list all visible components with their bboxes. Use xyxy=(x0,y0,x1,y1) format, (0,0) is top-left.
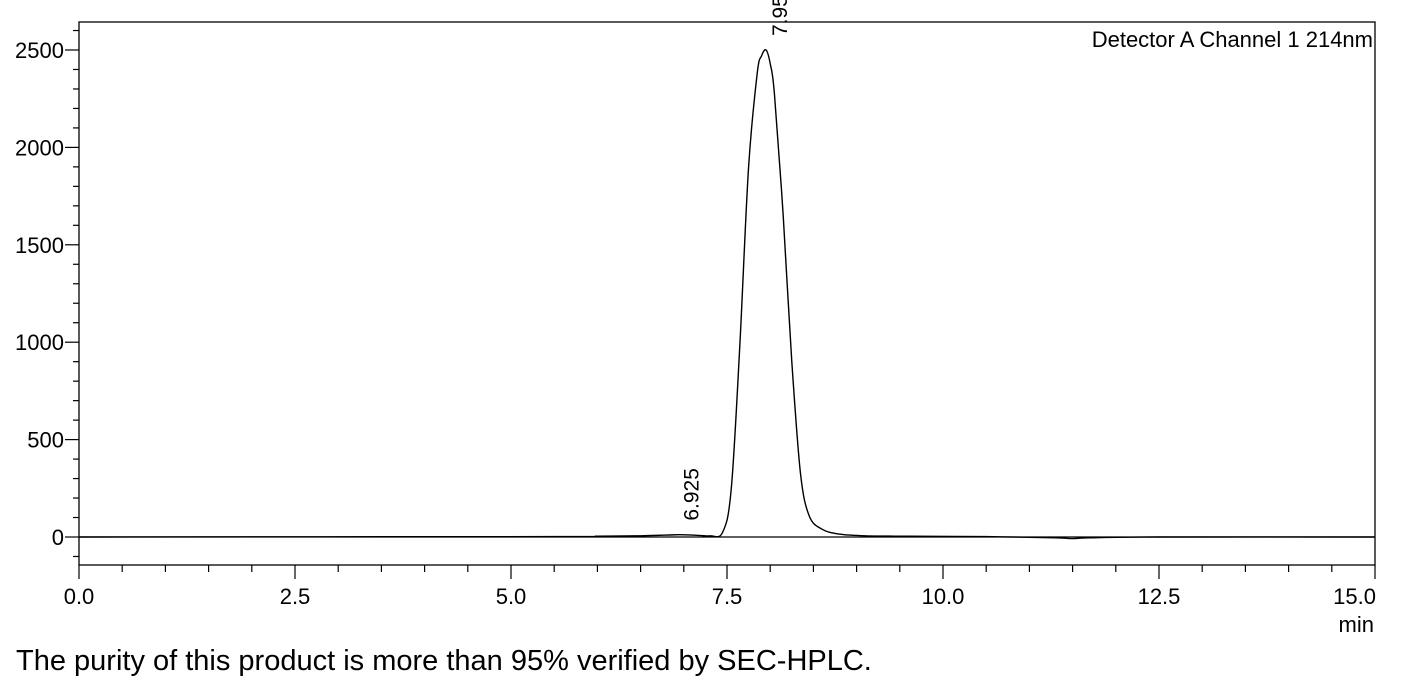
x-tick-label: 2.5 xyxy=(280,584,311,609)
detector-label: Detector A Channel 1 214nm xyxy=(1092,27,1373,52)
x-tick-label: 10.0 xyxy=(922,584,965,609)
y-tick-label: 2500 xyxy=(15,38,64,63)
y-tick-label: 2000 xyxy=(15,135,64,160)
y-axis: 0 500 1000 1500 2000 2500 xyxy=(15,29,79,558)
x-axis: 0.0 2.5 5.0 7.5 10.0 12.5 15.0 xyxy=(64,565,1376,609)
y-tick-label: 500 xyxy=(27,428,64,453)
x-tick-label: 12.5 xyxy=(1138,584,1181,609)
x-axis-label: min xyxy=(1339,612,1374,637)
x-tick-label: 15.0 xyxy=(1333,584,1376,609)
chromatogram-chart: 0 500 1000 1500 2000 2500 0.0 2.5 5.0 7.5 10.0 12.… xyxy=(15,0,1376,637)
y-tick-label: 0 xyxy=(52,525,64,550)
plot-frame xyxy=(78,21,1376,566)
peak-labels: 6.925 7.953 xyxy=(680,0,792,521)
y-tick-label: 1500 xyxy=(15,233,64,258)
peak-label: 6.925 xyxy=(680,468,703,521)
chromatogram-trace xyxy=(78,49,1376,540)
caption: The purity of this product is more than … xyxy=(16,645,872,677)
x-tick-label: 5.0 xyxy=(496,584,527,609)
peak-label: 7.953 xyxy=(769,0,792,36)
x-tick-label: 0.0 xyxy=(64,584,95,609)
x-tick-label: 7.5 xyxy=(712,584,743,609)
y-tick-label: 1000 xyxy=(15,330,64,355)
